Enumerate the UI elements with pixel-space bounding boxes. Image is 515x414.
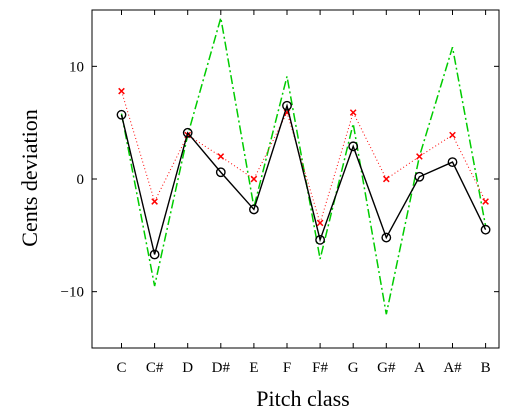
axis-ticks: −10 0 10 C C# D D# E F F# G G# A A# B [61,10,499,376]
red-x-marker [382,175,390,183]
red-x-marker [416,153,423,160]
series-line-dashdot-green [120,17,487,315]
x-tick-label: C# [146,360,164,376]
x-tick-label: E [249,360,258,376]
series-line-dotted-red [121,90,487,225]
black-circle-marker [282,100,292,111]
x-tick-label: D [182,360,193,376]
x-tick-label: A [414,360,425,376]
y-axis-title: Cents deviation [17,109,42,246]
x-tick-label: C [116,360,126,376]
y-tick-label: −10 [61,285,84,301]
black-circle-marker [447,157,458,168]
red-x-marker [250,175,258,183]
black-circle-marker [215,167,226,178]
x-tick-label: G# [377,360,396,376]
black-circle-marker [248,204,259,215]
y-tick-label: 0 [77,172,85,188]
black-circle-marker [348,141,359,152]
series-line-solid-black [120,103,487,255]
black-circle-marker [414,171,425,182]
black-circle-marker [480,224,491,235]
black-circle-marker [149,249,160,260]
red-x-marker [118,87,125,95]
series-layer [116,17,491,315]
x-tick-label: A# [443,360,462,376]
red-x-marker [217,153,225,160]
red-x-marker [349,109,357,116]
x-tick-label: F [283,360,291,376]
x-tick-label: F# [312,360,328,376]
black-circle-marker [116,109,127,120]
x-tick-label: B [481,360,491,376]
red-x-marker [316,219,324,227]
x-axis-title: Pitch class [256,386,350,411]
red-x-marker [151,198,158,205]
y-tick-label: 10 [69,59,84,75]
x-tick-label: G [348,360,359,376]
red-x-marker [449,131,456,139]
x-tick-label: D# [212,360,231,376]
black-circle-marker [182,127,193,138]
red-x-marker [482,198,489,205]
black-circle-marker [381,232,392,243]
plot-frame [91,9,500,349]
black-circle-marker [315,234,325,245]
plot-area [91,9,500,349]
